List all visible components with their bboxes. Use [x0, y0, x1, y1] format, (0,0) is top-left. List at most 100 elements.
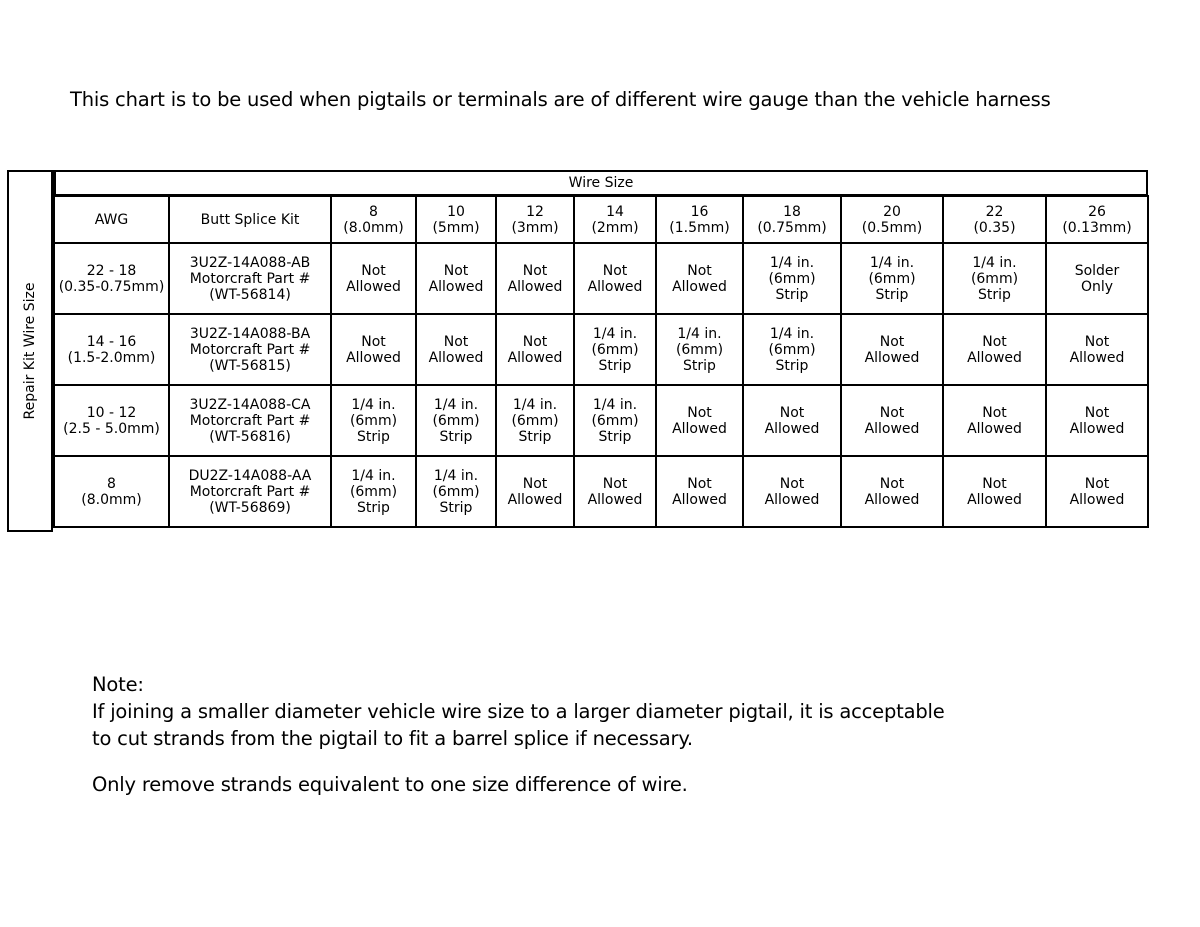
compatibility-cell: Not Allowed — [330, 313, 417, 386]
column-header: 16 (1.5mm) — [655, 195, 744, 244]
column-header: 22 (0.35) — [942, 195, 1047, 244]
cell-text: Not Allowed — [507, 262, 563, 295]
cell-text: 1/4 in. (6mm) Strip — [432, 467, 480, 516]
column-header: 14 (2mm) — [573, 195, 657, 244]
compatibility-cell: Not Allowed — [495, 455, 575, 528]
compatibility-cell: Not Allowed — [495, 242, 575, 315]
compatibility-cell: Not Allowed — [495, 313, 575, 386]
note-line: If joining a smaller diameter vehicle wi… — [92, 700, 945, 723]
compatibility-cell: Solder Only — [1045, 242, 1149, 315]
column-header: 8 (8.0mm) — [330, 195, 417, 244]
column-header-text: 26 (0.13mm) — [1062, 203, 1132, 236]
compatibility-cell: 1/4 in. (6mm) Strip — [415, 455, 497, 528]
compatibility-cell: Not Allowed — [415, 313, 497, 386]
cell-text: 1/4 in. (6mm) Strip — [591, 325, 639, 374]
repair-kit-wire-size-label: Repair Kit Wire Size — [7, 170, 53, 532]
table-row: 22 - 18 (0.35-0.75mm) 3U2Z-14A088-AB Moto… — [53, 242, 1149, 315]
compatibility-cell: Not Allowed — [330, 242, 417, 315]
cell-text: 10 - 12 (2.5 - 5.0mm) — [63, 404, 160, 437]
column-header: 26 (0.13mm) — [1045, 195, 1149, 244]
splice-compatibility-table: AWG Butt Splice Kit 8 (8.0mm) 10 (5mm) 12 (3… — [53, 195, 1149, 528]
cell-text: Not Allowed — [864, 333, 920, 366]
header-row: AWG Butt Splice Kit 8 (8.0mm) 10 (5mm) 12 (3… — [53, 195, 1149, 244]
splice-kit-cell: DU2Z-14A088-AA Motorcraft Part # (WT-568… — [168, 455, 332, 528]
column-header-text: 16 (1.5mm) — [669, 203, 730, 236]
cell-text: 3U2Z-14A088-BA Motorcraft Part # (WT-568… — [189, 325, 311, 374]
compatibility-cell: Not Allowed — [1045, 384, 1149, 457]
chart-instructions: This chart is to be used when pigtails o… — [70, 88, 1051, 111]
compatibility-cell: 1/4 in. (6mm) Strip — [573, 384, 657, 457]
compatibility-cell: 1/4 in. (6mm) Strip — [742, 242, 842, 315]
compatibility-cell: 1/4 in. (6mm) Strip — [655, 313, 744, 386]
splice-kit-cell: 3U2Z-14A088-CA Motorcraft Part # (WT-568… — [168, 384, 332, 457]
column-header-text: 20 (0.5mm) — [861, 203, 923, 236]
cell-text: Not Allowed — [507, 333, 563, 366]
table-row: 14 - 16 (1.5-2.0mm) 3U2Z-14A088-BA Motorc… — [53, 313, 1149, 386]
column-header: 10 (5mm) — [415, 195, 497, 244]
cell-text: Not Allowed — [507, 475, 563, 508]
compatibility-cell: 1/4 in. (6mm) Strip — [330, 384, 417, 457]
column-header: Butt Splice Kit — [168, 195, 332, 244]
wire-size-group-header: Wire Size — [53, 170, 1148, 196]
cell-text: Not Allowed — [672, 475, 727, 508]
cell-text: 14 - 16 (1.5-2.0mm) — [67, 333, 156, 366]
cell-text: Not Allowed — [764, 475, 820, 508]
column-header-text: 10 (5mm) — [432, 203, 480, 236]
cell-text: 8 (8.0mm) — [81, 475, 142, 508]
cell-text: Not Allowed — [587, 475, 643, 508]
compatibility-cell: Not Allowed — [942, 384, 1047, 457]
compatibility-cell: 1/4 in. (6mm) Strip — [330, 455, 417, 528]
cell-text: 1/4 in. (6mm) Strip — [349, 467, 398, 516]
compatibility-cell: 1/4 in. (6mm) Strip — [942, 242, 1047, 315]
cell-text: Not Allowed — [967, 404, 1022, 437]
compatibility-cell: Not Allowed — [942, 455, 1047, 528]
column-header-text: Butt Splice Kit — [200, 211, 300, 228]
cell-text: 1/4 in. (6mm) Strip — [970, 254, 1019, 303]
note-heading: Note: — [92, 673, 144, 696]
column-header-text: AWG — [94, 211, 129, 228]
compatibility-cell: Not Allowed — [840, 384, 944, 457]
compatibility-cell: Not Allowed — [655, 242, 744, 315]
compatibility-cell: Not Allowed — [742, 455, 842, 528]
column-header-text: 8 (8.0mm) — [343, 203, 404, 236]
compatibility-cell: Not Allowed — [655, 384, 744, 457]
column-header: AWG — [53, 195, 170, 244]
cell-text: Not Allowed — [346, 262, 401, 295]
table-row: 10 - 12 (2.5 - 5.0mm) 3U2Z-14A088-CA Moto… — [53, 384, 1149, 457]
column-header-text: 14 (2mm) — [591, 203, 639, 236]
compatibility-cell: Not Allowed — [840, 313, 944, 386]
cell-text: Not Allowed — [967, 475, 1022, 508]
cell-text: Not Allowed — [587, 262, 643, 295]
cell-text: 1/4 in. (6mm) Strip — [768, 325, 816, 374]
column-header: 20 (0.5mm) — [840, 195, 944, 244]
cell-text: 1/4 in. (6mm) Strip — [432, 396, 480, 445]
cell-text: 1/4 in. (6mm) Strip — [768, 254, 816, 303]
cell-text: 3U2Z-14A088-AB Motorcraft Part # (WT-568… — [189, 254, 311, 303]
compatibility-cell: Not Allowed — [840, 455, 944, 528]
cell-text: Not Allowed — [1069, 333, 1125, 366]
cell-text: 22 - 18 (0.35-0.75mm) — [58, 262, 165, 295]
splice-kit-cell: 3U2Z-14A088-BA Motorcraft Part # (WT-568… — [168, 313, 332, 386]
cell-text: 1/4 in. (6mm) Strip — [868, 254, 916, 303]
compatibility-cell: Not Allowed — [1045, 455, 1149, 528]
cell-text: Not Allowed — [764, 404, 820, 437]
cell-text: Solder Only — [1074, 262, 1120, 295]
column-header: 12 (3mm) — [495, 195, 575, 244]
compatibility-cell: Not Allowed — [573, 242, 657, 315]
compatibility-cell: 1/4 in. (6mm) Strip — [415, 384, 497, 457]
cell-text: Not Allowed — [672, 404, 727, 437]
cell-text: Not Allowed — [864, 475, 920, 508]
compatibility-cell: 1/4 in. (6mm) Strip — [495, 384, 575, 457]
cell-text: Not Allowed — [672, 262, 727, 295]
table-row: 8 (8.0mm) DU2Z-14A088-AA Motorcraft Part … — [53, 455, 1149, 528]
cell-text: 1/4 in. (6mm) Strip — [591, 396, 639, 445]
awg-cell: 8 (8.0mm) — [53, 455, 170, 528]
cell-text: Not Allowed — [428, 333, 484, 366]
cell-text: Not Allowed — [864, 404, 920, 437]
cell-text: Not Allowed — [1069, 404, 1125, 437]
compatibility-cell: 1/4 in. (6mm) Strip — [742, 313, 842, 386]
column-header: 18 (0.75mm) — [742, 195, 842, 244]
splice-kit-cell: 3U2Z-14A088-AB Motorcraft Part # (WT-568… — [168, 242, 332, 315]
compatibility-cell: Not Allowed — [1045, 313, 1149, 386]
note-line: Only remove strands equivalent to one si… — [92, 773, 688, 796]
